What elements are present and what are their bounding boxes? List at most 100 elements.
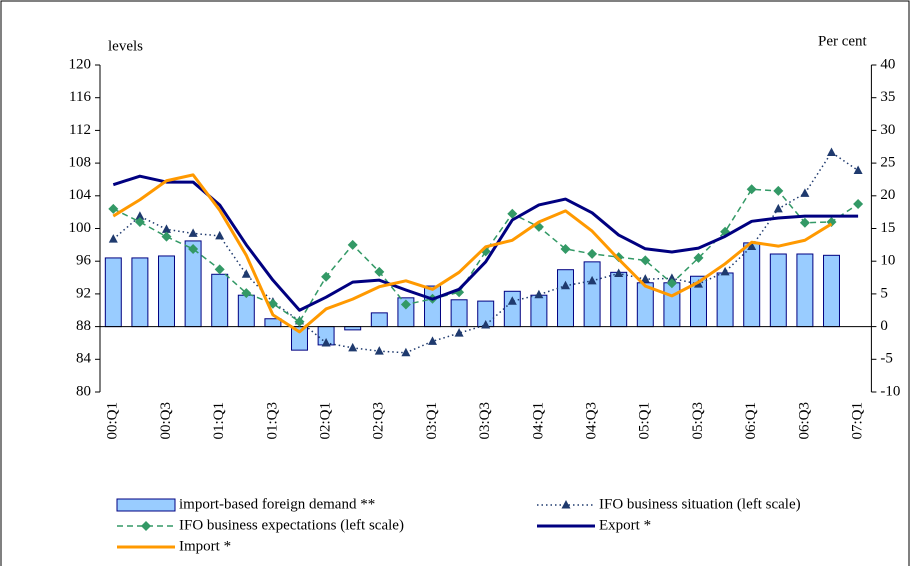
- point: [188, 228, 198, 237]
- bar: [530, 294, 548, 328]
- y-tick-label: 92: [76, 285, 91, 301]
- legend-label: Import *: [179, 538, 231, 554]
- bar: [610, 271, 628, 328]
- point: [853, 198, 864, 209]
- y2-tick-label: 40: [880, 56, 895, 72]
- bar: [557, 269, 574, 328]
- y-axis-label: levels: [108, 38, 143, 54]
- bar: [450, 299, 468, 328]
- x-tick-label: 02:Q3: [371, 402, 387, 440]
- legend-item: Import *: [117, 538, 231, 554]
- point: [454, 328, 464, 337]
- point: [773, 203, 783, 213]
- bar: [211, 273, 229, 328]
- legend-item: IFO business situation (left scale): [537, 496, 801, 512]
- point: [294, 316, 305, 327]
- point: [481, 319, 491, 329]
- legend-label: import-based foreign demand **: [179, 496, 375, 512]
- x-tick-label: 06:Q3: [796, 402, 812, 440]
- point: [108, 203, 119, 214]
- point: [348, 342, 358, 352]
- bar: [796, 253, 814, 328]
- y-tick-label: 88: [76, 318, 91, 334]
- point: [640, 274, 650, 283]
- point: [587, 248, 598, 259]
- line-series: [112, 174, 859, 312]
- bar: [237, 294, 255, 328]
- point: [374, 346, 384, 355]
- point: [188, 243, 199, 254]
- y2-tick-label: -5: [880, 351, 893, 367]
- point: [640, 255, 651, 266]
- x-tick-label: 00:Q1: [105, 402, 121, 440]
- point: [800, 188, 810, 197]
- y2-tick-label: -10: [880, 383, 900, 399]
- point: [587, 275, 597, 285]
- y-tick-label: 96: [76, 253, 92, 269]
- point: [214, 264, 225, 275]
- bar: [158, 255, 175, 328]
- point: [799, 217, 810, 228]
- point: [241, 288, 252, 299]
- point: [773, 185, 784, 196]
- legend-swatch: [116, 498, 176, 512]
- y2-tick-label: 20: [880, 187, 895, 203]
- point: [428, 336, 437, 345]
- legend-item: import-based foreign demand **: [116, 496, 375, 512]
- y2-tick-label: 0: [880, 318, 888, 334]
- x-tick-label: 01:Q3: [264, 402, 280, 440]
- legend-item: IFO business expectations (left scale): [117, 517, 404, 533]
- x-tick-label: 02:Q1: [318, 402, 334, 440]
- y2-tick-label: 10: [880, 253, 895, 269]
- point: [560, 243, 571, 254]
- line-series: [112, 151, 859, 354]
- point: [720, 266, 730, 276]
- line-series: [112, 173, 833, 334]
- bar: [370, 312, 388, 328]
- point: [215, 230, 225, 240]
- y2-tick-label: 15: [880, 220, 895, 236]
- point: [614, 268, 624, 277]
- point: [347, 239, 358, 250]
- point: [162, 224, 171, 233]
- point: [401, 347, 411, 357]
- x-tick-label: 01:Q1: [211, 402, 227, 440]
- point: [534, 289, 544, 299]
- point: [827, 147, 836, 156]
- legend-marker: [561, 500, 571, 509]
- bar: [716, 272, 734, 328]
- y2-tick-label: 35: [880, 89, 895, 105]
- bar: [663, 282, 681, 328]
- point: [666, 278, 677, 289]
- y-tick-label: 112: [69, 122, 91, 138]
- point: [693, 252, 704, 263]
- x-tick-label: 05:Q3: [690, 402, 706, 440]
- y-tick-label: 100: [69, 220, 92, 236]
- x-tick-label: 03:Q1: [424, 402, 440, 440]
- bar: [131, 257, 149, 328]
- bar: [823, 254, 840, 328]
- y-tick-label: 108: [69, 155, 92, 171]
- point: [135, 211, 145, 220]
- x-tick-label: 04:Q1: [530, 402, 546, 440]
- bar: [769, 253, 787, 328]
- point: [561, 280, 570, 290]
- point: [241, 269, 251, 278]
- point: [321, 271, 332, 282]
- point: [747, 241, 757, 250]
- x-tick-label: 05:Q1: [637, 402, 653, 440]
- point: [746, 184, 757, 195]
- point: [507, 208, 518, 219]
- bar: [743, 242, 761, 328]
- point: [507, 296, 517, 305]
- x-tick-label: 00:Q3: [158, 402, 174, 440]
- y-tick-label: 80: [76, 383, 91, 399]
- y-tick-label: 104: [69, 187, 92, 203]
- y2-tick-label: 25: [880, 155, 895, 171]
- bar: [583, 261, 601, 328]
- bar: [104, 257, 122, 328]
- x-tick-label: 04:Q3: [584, 402, 600, 440]
- legend-item: Export *: [537, 517, 651, 533]
